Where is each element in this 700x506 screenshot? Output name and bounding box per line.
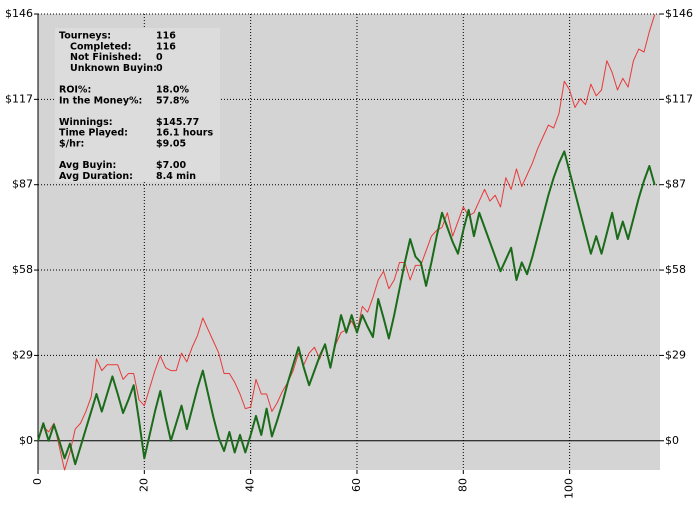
x-tick-label: 60 — [350, 478, 363, 492]
stat-value: 16.1 hours — [156, 128, 213, 139]
y2-tick-label: $146 — [665, 7, 693, 20]
y-tick-label: $117 — [5, 92, 33, 105]
stat-value: $7.00 — [156, 160, 186, 171]
stats-box — [55, 28, 220, 182]
stat-label: $/hr: — [59, 139, 84, 150]
y-tick-label: $146 — [5, 7, 33, 20]
stat-label: Winnings: — [59, 117, 113, 128]
stat-value: $9.05 — [156, 139, 186, 150]
y-tick-label: $29 — [12, 348, 33, 361]
stat-value: 0 — [156, 52, 163, 63]
y2-tick-label: $117 — [665, 92, 693, 105]
x-tick-label: 20 — [137, 478, 150, 492]
y2-tick-label: $29 — [665, 348, 686, 361]
stat-label: ROI%: — [59, 85, 91, 96]
stat-label: Tourneys: — [59, 31, 111, 42]
stat-value: 116 — [156, 31, 176, 42]
stats: Tourneys: 116 Completed: 116 Not Finished: 0U… — [59, 31, 213, 182]
stat-label: In the Money%: — [59, 95, 142, 106]
series-line — [37, 150, 656, 466]
stat-label: Unknown Buyin: — [70, 63, 157, 74]
x-tick-label: 80 — [456, 478, 469, 492]
y2-tick-label: $58 — [665, 263, 686, 276]
x-tick-label: 100 — [563, 478, 576, 499]
y2-tick-label: $87 — [665, 178, 686, 191]
stat-label: Avg Duration: — [59, 171, 133, 182]
x-tick-label: 0 — [31, 478, 44, 485]
stat-label: Completed: — [70, 41, 131, 52]
stat-value: $145.77 — [156, 117, 199, 128]
y-tick-label: $58 — [12, 263, 33, 276]
stat-label: Time Played: — [59, 128, 128, 139]
stat-value: 116 — [156, 41, 176, 52]
stat-value: 18.0% — [156, 85, 189, 96]
stat-value: 0 — [156, 63, 163, 74]
y-tick-label: $87 — [12, 178, 33, 191]
stat-value: 8.4 min — [156, 171, 196, 182]
x-tick-label: 40 — [244, 478, 257, 492]
stat-value: 57.8% — [156, 95, 189, 106]
y-tick-label: $0 — [19, 434, 33, 447]
y2-tick-label: $0 — [665, 434, 679, 447]
stat-label: Not Finished: — [70, 52, 142, 63]
stat-label: Avg Buyin: — [59, 160, 116, 171]
